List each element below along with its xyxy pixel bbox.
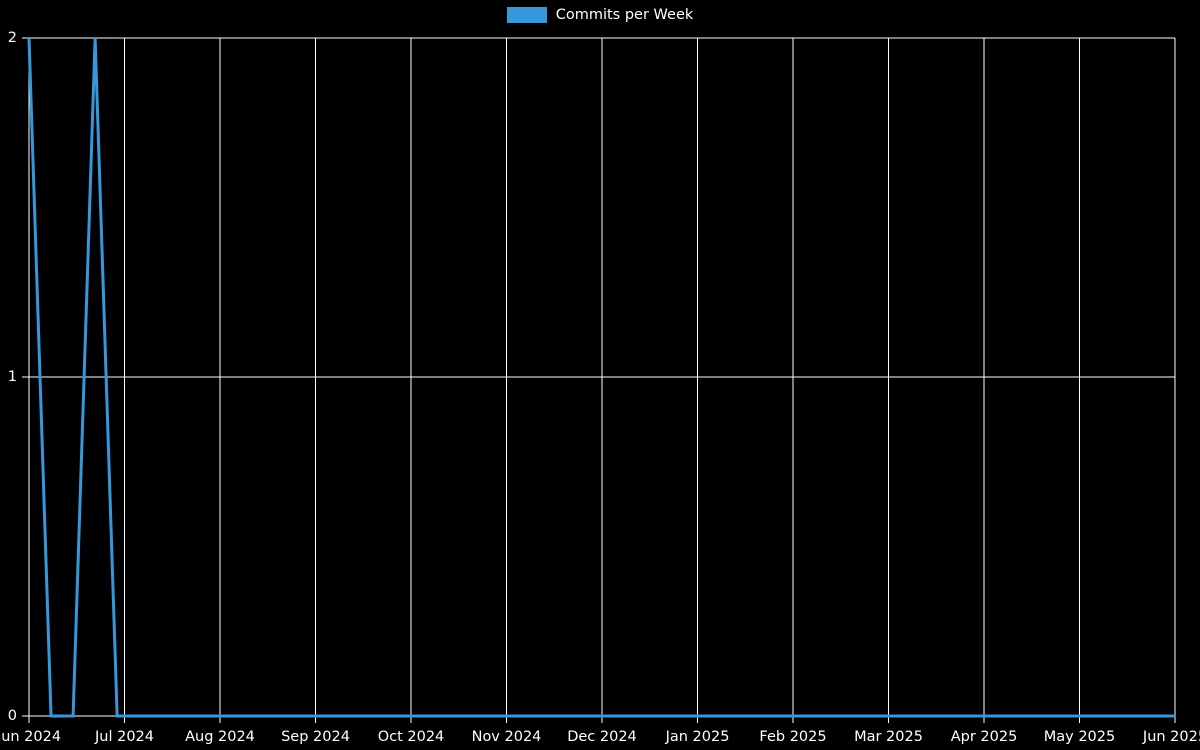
x-tick-label: Feb 2025 [759, 729, 827, 745]
series-line-commits-per-week [27, 37, 1175, 718]
y-tick-label: 0 [7, 707, 17, 724]
x-tick-label: Jun 2025 [1142, 729, 1200, 745]
x-tick-label: Jun 2024 [0, 729, 62, 745]
x-tick-label: Oct 2024 [377, 729, 445, 745]
chart-legend: Commits per Week [0, 0, 1200, 30]
x-tick-label: Dec 2024 [567, 729, 637, 745]
x-tick-label: Sep 2024 [281, 729, 350, 745]
x-tick-label: Aug 2024 [185, 729, 255, 745]
x-tick-label: May 2025 [1043, 729, 1116, 745]
x-tick-label: Jul 2024 [94, 729, 155, 745]
x-tick-label: Nov 2024 [471, 729, 542, 745]
y-tick-label: 1 [7, 368, 17, 385]
y-tick-label: 2 [7, 29, 17, 46]
x-tick-label: Mar 2025 [854, 729, 923, 745]
x-tick-label: Jan 2025 [665, 729, 730, 745]
y-gridlines [22, 37, 1175, 717]
x-tick-label: Apr 2025 [950, 729, 1018, 745]
legend-swatch-icon [506, 7, 547, 23]
legend-label-commits-per-week: Commits per Week [555, 7, 694, 23]
